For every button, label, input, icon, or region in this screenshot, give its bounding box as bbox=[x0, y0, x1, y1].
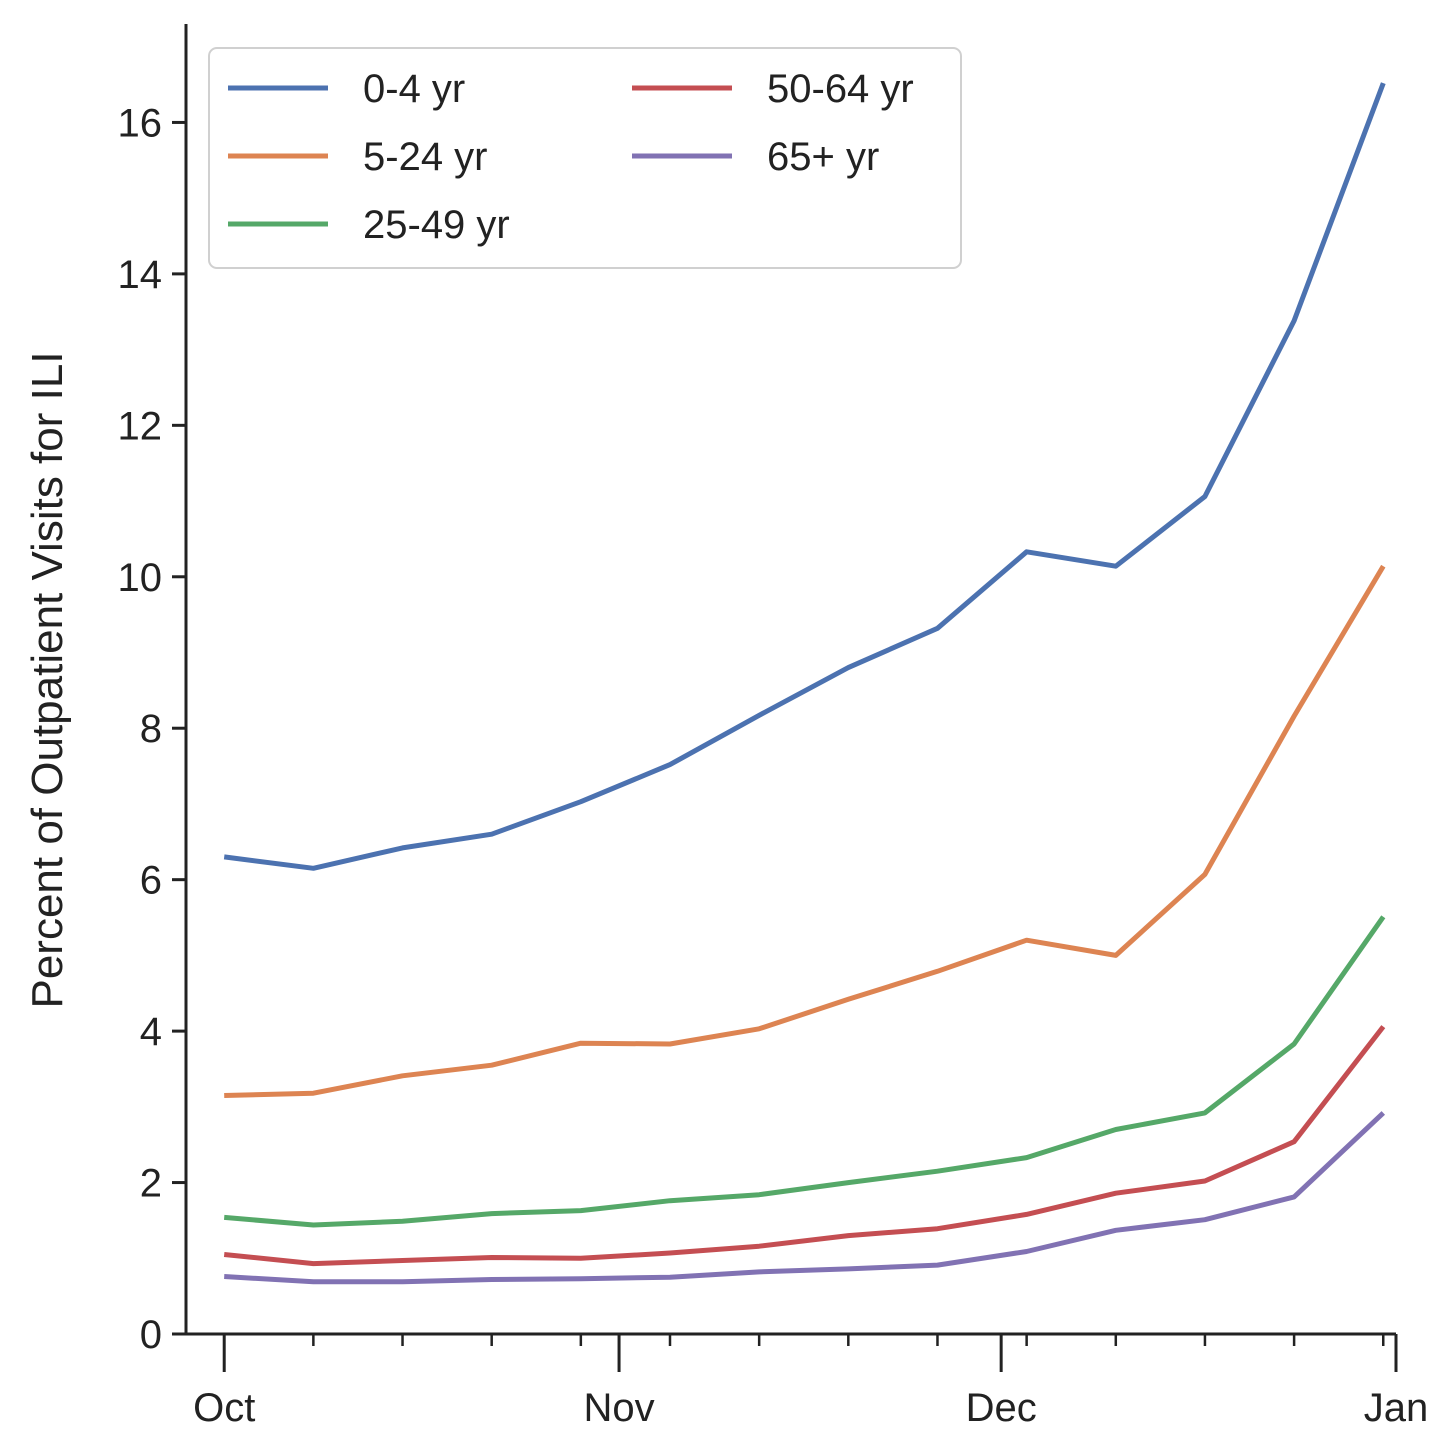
x-tick-label: Dec bbox=[966, 1386, 1037, 1430]
series-line bbox=[223, 1025, 1386, 1267]
series-50-64-yr bbox=[223, 1025, 1386, 1267]
y-tick-label: 8 bbox=[140, 707, 162, 751]
legend-entry: 0-4 yr bbox=[228, 67, 465, 111]
x-tick-label: Oct bbox=[193, 1386, 255, 1430]
series-line bbox=[223, 82, 1386, 871]
y-tick-label: 10 bbox=[118, 556, 163, 600]
legend-label: 65+ yr bbox=[767, 135, 879, 179]
legend-entry: 25-49 yr bbox=[228, 203, 510, 247]
legend: 0-4 yr 5-24 yr 25-49 yr 50-64 yr 65+ yr bbox=[208, 47, 962, 269]
legend-label: 50-64 yr bbox=[767, 67, 914, 111]
axes-layer: Percent of Outpatient Visits for ILI 0 2 4… bbox=[23, 24, 1428, 1430]
y-tick-label: 14 bbox=[118, 253, 163, 297]
series-0-4-yr bbox=[223, 82, 1386, 871]
legend-frame bbox=[208, 47, 962, 269]
series-25-49-yr bbox=[223, 915, 1386, 1228]
series-line bbox=[224, 1111, 1386, 1285]
series-65-yr bbox=[224, 1111, 1386, 1285]
legend-entry: 50-64 yr bbox=[632, 67, 914, 111]
x-tick-label: Jan bbox=[1364, 1386, 1429, 1430]
series-lines-layer bbox=[223, 82, 1386, 1285]
x-tick-label: Nov bbox=[583, 1386, 654, 1430]
y-tick-label: 4 bbox=[140, 1010, 162, 1054]
legend-label: 0-4 yr bbox=[363, 67, 465, 111]
y-tick-label: 16 bbox=[118, 101, 163, 145]
legend-entry: 65+ yr bbox=[632, 135, 879, 179]
y-tick-label: 2 bbox=[140, 1162, 162, 1206]
y-tick-label: 6 bbox=[140, 859, 162, 903]
legend-label: 5-24 yr bbox=[363, 135, 488, 179]
series-line bbox=[223, 915, 1386, 1228]
series-5-24-yr bbox=[224, 564, 1386, 1098]
y-tick-label: 0 bbox=[140, 1313, 162, 1357]
y-tick-label: 12 bbox=[118, 404, 163, 448]
legend-label: 25-49 yr bbox=[363, 203, 510, 247]
series-line bbox=[224, 564, 1386, 1098]
legend-entry: 5-24 yr bbox=[228, 135, 488, 179]
y-axis-label: Percent of Outpatient Visits for ILI bbox=[23, 351, 72, 1008]
